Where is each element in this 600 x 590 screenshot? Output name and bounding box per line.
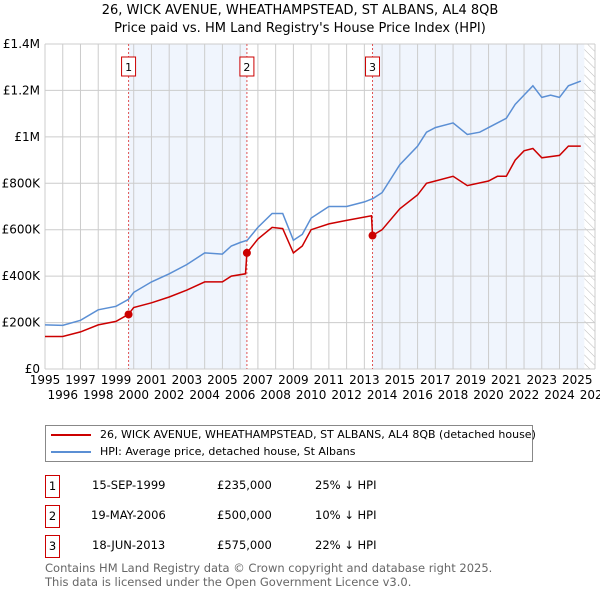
- x-tick-label: 1995: [30, 373, 61, 387]
- legend-item-price: 26, WICK AVENUE, WHEATHAMPSTEAD, ST ALBA…: [51, 428, 536, 442]
- x-tick-label: 2002: [154, 388, 185, 402]
- sale-number: 2: [45, 505, 60, 528]
- sale-price: £500,000: [217, 508, 272, 522]
- legend-item-hpi: HPI: Average price, detached house, St A…: [51, 445, 355, 459]
- sale-point: [368, 231, 377, 240]
- x-tick-label: 2003: [172, 373, 203, 387]
- legend: 26, WICK AVENUE, WHEATHAMPSTEAD, ST ALBA…: [45, 425, 536, 462]
- x-tick-label: 2021: [491, 373, 522, 387]
- y-tick-label: £0: [25, 362, 40, 376]
- series-line: [45, 145, 581, 338]
- x-tick-label: 1997: [65, 373, 96, 387]
- x-tick-label: 2026: [580, 388, 600, 402]
- x-tick-label: 1996: [47, 388, 78, 402]
- y-tick-label: £400K: [2, 269, 42, 283]
- sale-row: 3 18-JUN-2013 £575,000 22% ↓ HPI: [45, 535, 465, 558]
- sale-hpi: 10% ↓ HPI: [315, 508, 377, 522]
- x-tick-label: 2013: [349, 373, 380, 387]
- shaded-period: [128, 44, 247, 369]
- sale-hpi: 25% ↓ HPI: [315, 478, 377, 492]
- sale-marker-box: [239, 56, 255, 77]
- x-tick-label: 1998: [83, 388, 114, 402]
- x-tick-label: 2000: [118, 388, 149, 402]
- title-line: 26, WICK AVENUE, WHEATHAMPSTEAD, ST ALBA…: [101, 3, 499, 18]
- x-tick-label: 2016: [402, 388, 433, 402]
- x-tick-label: 2012: [331, 388, 362, 402]
- sale-marker-label: 3: [369, 61, 376, 74]
- footer-line: Contains HM Land Registry data © Crown c…: [45, 561, 493, 575]
- legend-label: HPI: Average price, detached house, St A…: [100, 445, 356, 458]
- x-tick-label: 2025: [562, 373, 593, 387]
- x-tick-label: 2007: [243, 373, 274, 387]
- sale-number: 3: [45, 535, 60, 558]
- sale-row: 1 15-SEP-1999 £235,000 25% ↓ HPI: [45, 475, 465, 498]
- sale-row: 2 19-MAY-2006 £500,000 10% ↓ HPI: [45, 505, 465, 528]
- chart-title: 26, WICK AVENUE, WHEATHAMPSTEAD, ST ALBA…: [0, 2, 600, 38]
- sale-point: [242, 248, 251, 257]
- series-line: [44, 80, 582, 327]
- subtitle-line: Price paid vs. HM Land Registry's House …: [114, 21, 486, 36]
- x-tick-label: 2005: [207, 373, 238, 387]
- x-tick-label: 2008: [260, 388, 291, 402]
- sale-date: 18-JUN-2013: [92, 538, 166, 552]
- sale-date: 19-MAY-2006: [91, 508, 166, 522]
- x-tick-label: 2004: [189, 388, 220, 402]
- price-chart: 1995199619971998199920002001200220032004…: [2, 37, 600, 402]
- sale-number: 1: [45, 475, 60, 498]
- sale-marker-box: [121, 56, 137, 77]
- x-tick-label: 2020: [473, 388, 504, 402]
- x-tick-label: 2010: [296, 388, 327, 402]
- sale-price: £235,000: [217, 478, 272, 492]
- x-tick-label: 2018: [438, 388, 469, 402]
- footer: Contains HM Land Registry data © Crown c…: [45, 561, 492, 589]
- x-tick-label: 2011: [314, 373, 345, 387]
- y-tick-label: £200K: [2, 316, 42, 330]
- forecast-hatch: [584, 44, 595, 369]
- x-tick-label: 2024: [544, 388, 575, 402]
- sale-point: [124, 310, 133, 319]
- x-tick-label: 2017: [420, 373, 451, 387]
- sale-price: £575,000: [217, 538, 272, 552]
- y-tick-label: £600K: [2, 223, 42, 237]
- y-tick-label: £800K: [2, 176, 42, 190]
- x-tick-label: 2006: [225, 388, 256, 402]
- sale-marker-box: [365, 56, 381, 77]
- sale-marker-label: 2: [243, 61, 250, 74]
- shaded-period: [372, 44, 585, 369]
- sale-marker-label: 1: [125, 61, 132, 74]
- y-tick-label: £1.2M: [3, 83, 40, 97]
- legend-label: 26, WICK AVENUE, WHEATHAMPSTEAD, ST ALBA…: [100, 428, 536, 441]
- x-tick-label: 2019: [456, 373, 487, 387]
- x-tick-label: 2014: [367, 388, 398, 402]
- y-tick-label: £1.4M: [3, 37, 40, 51]
- legend-swatch-red: [51, 434, 91, 436]
- y-tick-label: £1M: [14, 130, 40, 144]
- x-tick-label: 1999: [101, 373, 132, 387]
- legend-swatch-blue: [51, 451, 91, 453]
- x-tick-label: 2015: [385, 373, 416, 387]
- x-tick-label: 2001: [136, 373, 167, 387]
- sale-hpi: 22% ↓ HPI: [315, 538, 377, 552]
- x-tick-label: 2023: [527, 373, 558, 387]
- footer-line: This data is licensed under the Open Gov…: [45, 575, 412, 589]
- x-tick-label: 2022: [509, 388, 540, 402]
- sale-date: 15-SEP-1999: [92, 478, 166, 492]
- x-tick-label: 2009: [278, 373, 309, 387]
